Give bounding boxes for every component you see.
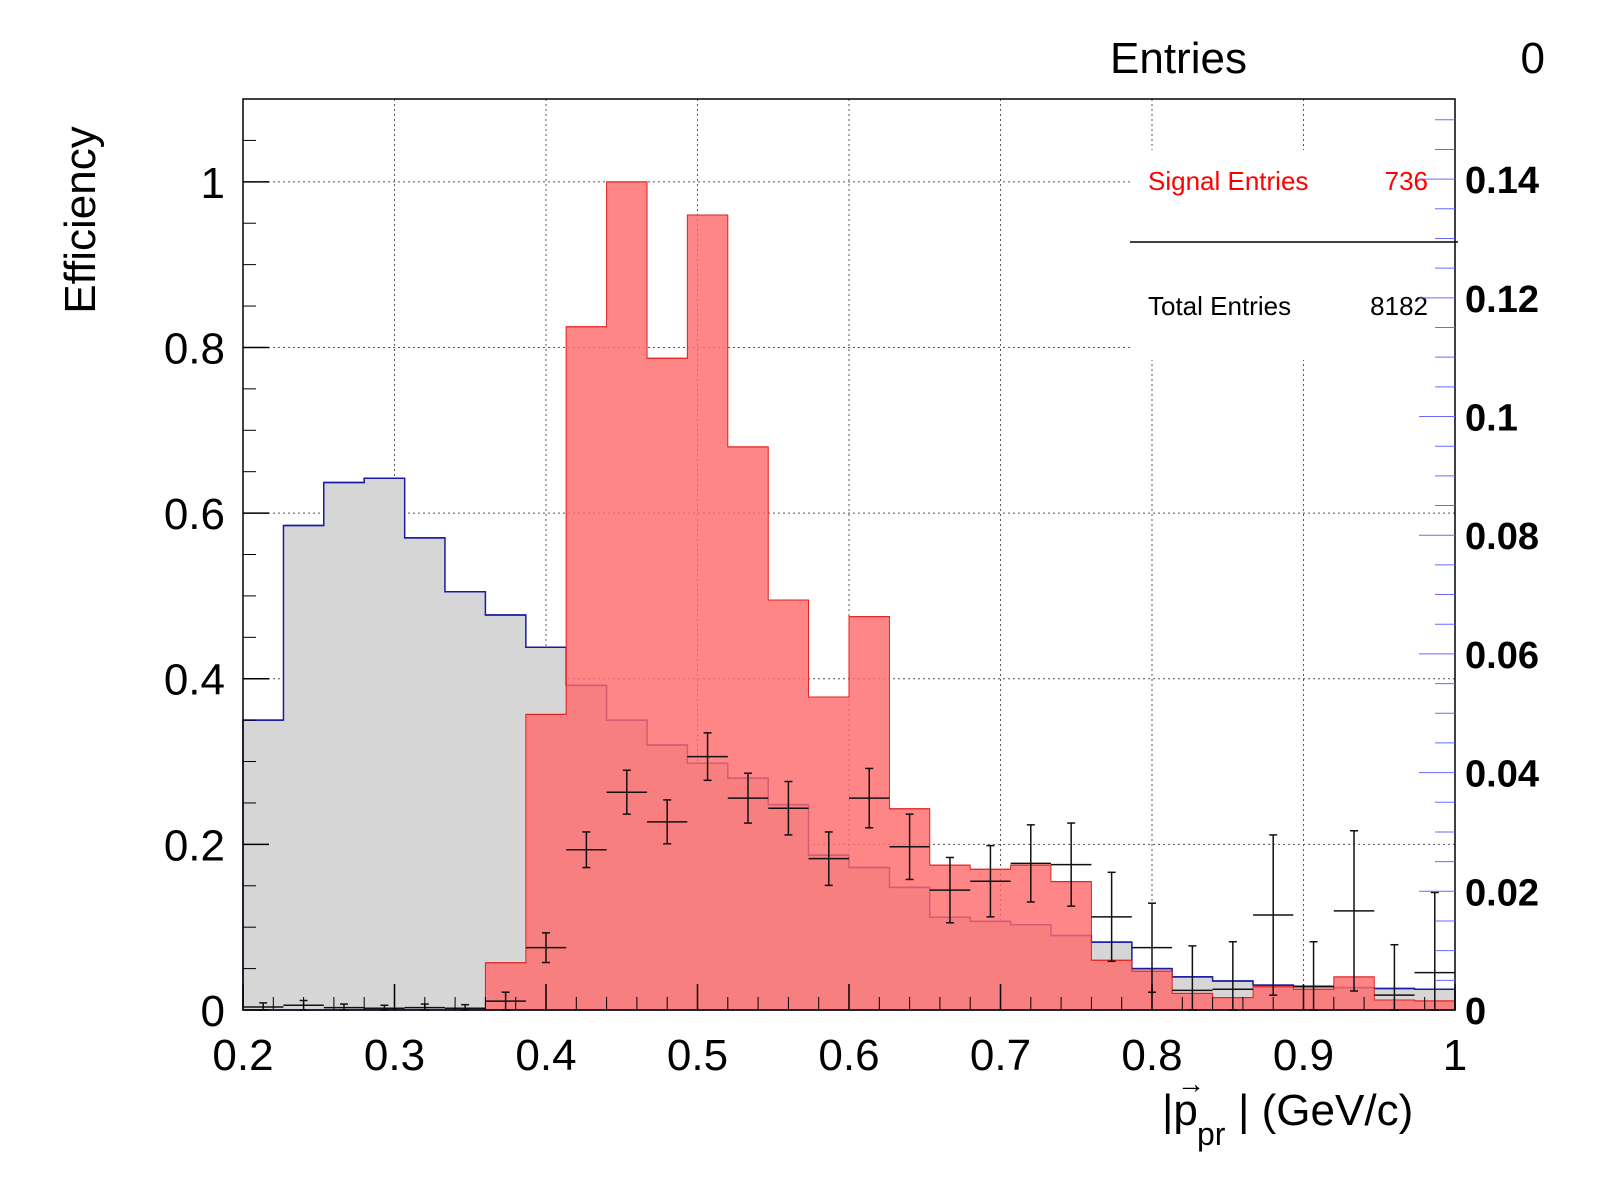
- bottom-tick-label-2: 0.4: [515, 1031, 576, 1080]
- legend-total-value: 8182: [1370, 291, 1428, 321]
- efficiency-point-27: [1333, 830, 1375, 992]
- efficiency-point-11: [687, 732, 728, 782]
- bottom-tick-label-3: 0.5: [667, 1031, 728, 1080]
- stats-entries-label: Entries: [1110, 34, 1247, 83]
- left-tick-label-4: 0.8: [164, 324, 225, 373]
- right-tick-label-6: 0.12: [1465, 279, 1539, 321]
- efficiency-point-18: [970, 844, 1011, 918]
- bottom-tick-label-4: 0.6: [818, 1031, 879, 1080]
- x-axis-title-unit: | (GeV/c): [1238, 1086, 1413, 1135]
- legend-signal-value: 736: [1385, 166, 1428, 196]
- left-tick-label-3: 0.6: [164, 490, 225, 539]
- bottom-axis: 0.2 0.3 0.4 0.5 0.6 0.7 0.8 0.9 1: [212, 984, 1467, 1080]
- efficiency-point-7: [525, 932, 567, 964]
- bottom-tick-label-5: 0.7: [970, 1031, 1031, 1080]
- right-tick-label-0: 0: [1465, 991, 1486, 1033]
- right-tick-label-7: 0.14: [1465, 160, 1539, 202]
- efficiency-point-9: [606, 769, 648, 815]
- x-axis-title-vector-mark: →: [1177, 1068, 1205, 1099]
- efficiency-point-12: [727, 772, 769, 824]
- left-tick-label-2: 0.4: [164, 656, 225, 705]
- left-tick-label-5: 1: [201, 159, 225, 208]
- x-axis-title: |p → pr | (GeV/c): [1162, 1068, 1413, 1152]
- efficiency-point-20: [1050, 822, 1092, 907]
- efficiency-point-25: [1253, 834, 1294, 996]
- x-axis-title-subscript: pr: [1197, 1116, 1226, 1152]
- efficiency-point-17: [929, 856, 971, 924]
- right-tick-label-3: 0.06: [1465, 635, 1539, 677]
- efficiency-point-19: [1010, 824, 1051, 903]
- efficiency-point-15: [849, 767, 890, 829]
- efficiency-point-13: [768, 780, 809, 836]
- right-tick-label-4: 0.08: [1465, 516, 1539, 558]
- legend-signal-label: Signal Entries: [1148, 166, 1308, 196]
- efficiency-point-8: [566, 831, 607, 869]
- stats-entries-value: 0: [1521, 34, 1545, 83]
- right-tick-label-5: 0.1: [1465, 398, 1518, 440]
- bottom-tick-label-7: 0.9: [1273, 1031, 1334, 1080]
- right-axis: 0 0.02 0.04 0.06 0.08 0.1 0.12 0.14: [1419, 119, 1539, 1033]
- legend-total-label: Total Entries: [1148, 291, 1291, 321]
- bottom-tick-label-1: 0.3: [364, 1031, 425, 1080]
- efficiency-point-21: [1091, 871, 1132, 963]
- efficiency-point-10: [647, 799, 688, 845]
- left-axis: 0 0.2 0.4 0.6 0.8 1: [164, 139, 269, 1036]
- bottom-tick-label-8: 1: [1443, 1031, 1467, 1080]
- x-axis-title-main: |p: [1162, 1086, 1198, 1135]
- bottom-tick-label-0: 0.2: [212, 1031, 273, 1080]
- left-tick-label-0: 0: [201, 987, 225, 1036]
- efficiency-point-16: [889, 813, 930, 881]
- y-axis-title: Efficiency: [56, 126, 105, 314]
- bottom-tick-label-6: 0.8: [1121, 1031, 1182, 1080]
- efficiency-points: [243, 732, 1455, 1011]
- right-tick-label-2: 0.04: [1465, 754, 1539, 796]
- legend-background: [1130, 150, 1458, 360]
- right-tick-label-1: 0.02: [1465, 872, 1539, 914]
- efficiency-point-14: [808, 831, 849, 887]
- legend: Signal Entries 736 Total Entries 8182: [1130, 150, 1458, 360]
- left-tick-label-1: 0.2: [164, 821, 225, 870]
